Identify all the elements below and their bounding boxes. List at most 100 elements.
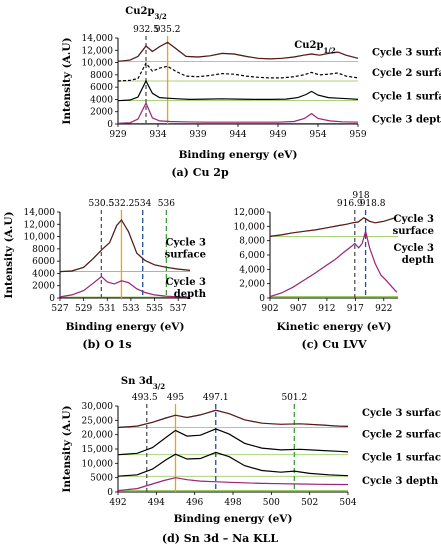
y-tick-label-a-4: 8000 bbox=[90, 71, 113, 81]
trace-label-d-0: Cycle 3 surface bbox=[362, 408, 441, 419]
series-line-d-0 bbox=[117, 409, 349, 429]
caption-b: (b) O 1s bbox=[82, 338, 131, 351]
y-tick-label-d-3: 15,000 bbox=[82, 445, 114, 455]
y-tick-label-b-7: 14,000 bbox=[24, 208, 56, 218]
trace-label-d-3: Cycle 3 depth bbox=[362, 476, 439, 487]
fit-line-c-0 bbox=[269, 217, 396, 237]
y-tick-label-a-1: 2000 bbox=[90, 108, 113, 118]
x-tick-label-d-1: 494 bbox=[148, 498, 165, 508]
y-tick-label-b-6: 12,000 bbox=[24, 220, 56, 230]
x-axis-label-c: Kinetic energy (eV) bbox=[277, 321, 392, 333]
chart-d: 0 5000 10,000 15,000 20,000 25,000 30,000 492 49… bbox=[61, 393, 441, 545]
x-tick-label-a-2: 939 bbox=[189, 130, 206, 140]
x-tick-label-b-3: 533 bbox=[122, 304, 139, 314]
series-line-a-2 bbox=[117, 79, 359, 102]
x-tick-label-a-5: 954 bbox=[309, 130, 326, 140]
y-tick-label-d-1: 5000 bbox=[90, 474, 113, 484]
y-tick-label-a-2: 4000 bbox=[90, 95, 113, 105]
chart-a: 0 2000 4000 6000 8000 10,000 12,000 14,000 929 93… bbox=[61, 25, 441, 179]
y-tick-label-b-2: 4000 bbox=[32, 269, 55, 279]
x-tick-label-a-6: 959 bbox=[349, 130, 366, 140]
y-tick-label-b-4: 8000 bbox=[32, 245, 55, 255]
peak-label-c-2: 918.8 bbox=[360, 199, 386, 209]
x-axis-label-d: Binding energy (eV) bbox=[174, 513, 293, 525]
header-label-a: Cu2p3/2 bbox=[125, 6, 167, 21]
peak-label-a-0: 932.5 bbox=[133, 25, 159, 35]
trace-label-d-2: Cycle 1 surface bbox=[362, 453, 441, 464]
x-tick-label-d-3: 498 bbox=[224, 498, 241, 508]
x-tick-label-d-2: 496 bbox=[186, 498, 203, 508]
x-tick-label-c-1: 907 bbox=[290, 304, 307, 314]
y-tick-label-a-3: 6000 bbox=[90, 83, 113, 93]
caption-c: (c) Cu LVV bbox=[301, 338, 366, 351]
chart-c: 0 2,000 4,000 6,000 8,000 10,000 12,000 902 907 9… bbox=[234, 191, 435, 351]
fit-line-c-1 bbox=[269, 230, 398, 297]
series-line-a-3 bbox=[117, 101, 359, 124]
x-tick-label-c-2: 912 bbox=[318, 304, 335, 314]
x-tick-label-a-4: 949 bbox=[269, 130, 286, 140]
trace-label-a-3: Cycle 3 depth bbox=[372, 115, 441, 126]
x-tick-label-c-0: 902 bbox=[261, 304, 278, 314]
fit-line-b-0 bbox=[59, 219, 191, 272]
peak-label-a-1: 935.2 bbox=[155, 25, 181, 35]
peak-label-d-3: 501.2 bbox=[281, 393, 307, 403]
caption-d: (d) Sn 3d – Na KLL bbox=[162, 532, 279, 545]
y-tick-label-b-3: 6000 bbox=[32, 257, 55, 267]
x-tick-label-d-6: 504 bbox=[339, 498, 356, 508]
trace-label-b-0: Cycle 3 surface bbox=[165, 238, 206, 261]
peak-label-b-0: 530.5 bbox=[88, 199, 114, 209]
x-tick-label-a-0: 929 bbox=[109, 130, 126, 140]
peak-label-d-0: 493.5 bbox=[132, 393, 158, 403]
y-tick-label-c-4: 8,000 bbox=[239, 237, 265, 247]
x-tick-label-d-4: 500 bbox=[263, 498, 280, 508]
y-tick-label-c-6: 12,000 bbox=[234, 208, 266, 218]
x-tick-label-b-4: 535 bbox=[146, 304, 163, 314]
trace-label-a-2: Cycle 1 surface bbox=[372, 91, 441, 102]
y-tick-label-c-2: 4,000 bbox=[239, 265, 265, 275]
series-line-d-1 bbox=[117, 428, 349, 456]
x-tick-label-b-2: 531 bbox=[99, 304, 116, 314]
trace-label-b-1: Cycle 3 depth bbox=[166, 277, 207, 300]
trace-label-c-0: Cycle 3 surface bbox=[393, 214, 434, 237]
y-tick-label-a-6: 12,000 bbox=[82, 46, 114, 56]
y-axis-label-b: Intensity (A.U) bbox=[3, 211, 15, 298]
series-line-d-2 bbox=[117, 451, 349, 477]
y-tick-label-d-0: 0 bbox=[107, 488, 113, 498]
y-tick-label-c-1: 2,000 bbox=[239, 280, 265, 290]
peak-label-d-2: 497.1 bbox=[203, 393, 229, 403]
x-tick-label-a-1: 934 bbox=[149, 130, 166, 140]
peak-label-b-2: 534 bbox=[134, 199, 151, 209]
fit-line-d-0 bbox=[117, 409, 349, 428]
y-tick-label-c-3: 6,000 bbox=[239, 251, 265, 261]
y-axis-label-d: Intensity (A.U) bbox=[61, 405, 73, 492]
y-tick-label-d-5: 25,000 bbox=[82, 416, 114, 426]
trace-label-a-1: Cycle 2 surface bbox=[372, 68, 441, 79]
x-tick-label-a-3: 944 bbox=[229, 130, 246, 140]
trace-label-d-1: Cycle 2 surface bbox=[362, 430, 441, 441]
fit-line-b-1 bbox=[59, 276, 191, 298]
series-line-a-1 bbox=[117, 62, 359, 82]
y-tick-label-b-5: 10,000 bbox=[24, 233, 56, 243]
peak-label-b-3: 536 bbox=[158, 199, 175, 209]
y-tick-label-b-1: 2000 bbox=[32, 282, 55, 292]
y-tick-label-c-0: 0 bbox=[259, 294, 265, 304]
peak-label-d-1: 495 bbox=[167, 393, 184, 403]
peak-label-c-1: 918 bbox=[352, 191, 369, 201]
caption-a: (a) Cu 2p bbox=[171, 166, 229, 179]
header-label-d: Sn 3d3/2 bbox=[121, 376, 165, 391]
header-label-2-a: Cu2p1/2 bbox=[294, 40, 336, 55]
y-tick-label-d-2: 10,000 bbox=[82, 459, 114, 469]
fit-line-a-0 bbox=[117, 41, 359, 62]
fit-line-a-3 bbox=[117, 102, 359, 124]
x-tick-label-b-0: 527 bbox=[51, 304, 68, 314]
y-tick-label-b-0: 0 bbox=[49, 294, 55, 304]
peak-label-c-0: 916.9 bbox=[337, 199, 363, 209]
fit-line-d-3 bbox=[117, 477, 348, 491]
series-line-c-1 bbox=[269, 228, 398, 298]
y-tick-label-a-0: 0 bbox=[107, 120, 113, 130]
x-tick-label-b-1: 529 bbox=[75, 304, 92, 314]
chart-b: 0 2000 4000 6000 8000 10,000 12,000 14,000 527 52… bbox=[3, 199, 207, 351]
y-tick-label-d-4: 20,000 bbox=[82, 431, 114, 441]
y-tick-label-a-5: 10,000 bbox=[82, 59, 114, 69]
